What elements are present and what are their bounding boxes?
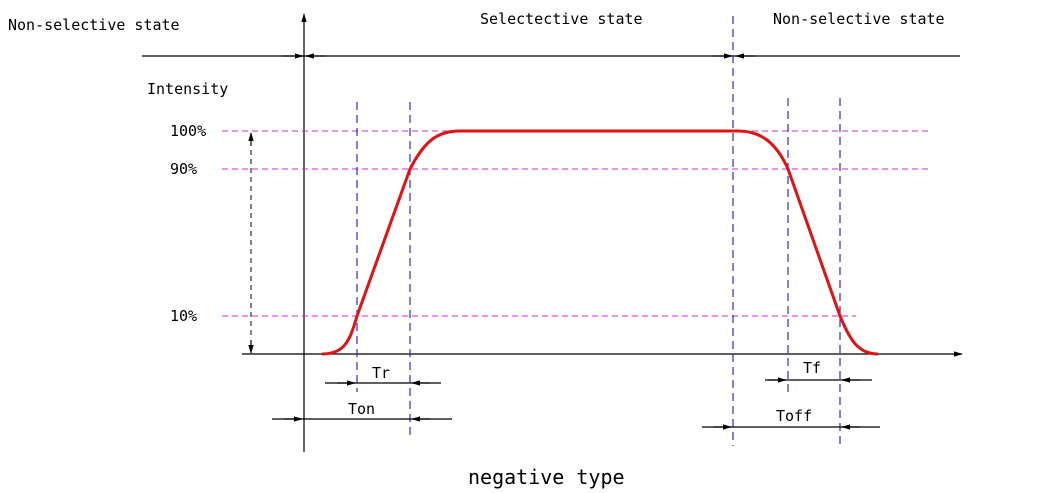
intensity-curve	[321, 129, 879, 356]
toff-label: Toff	[776, 407, 812, 425]
tf-label: Tf	[803, 359, 821, 377]
state-label-right: Non-selective state	[773, 10, 945, 28]
y-axis-label: Intensity	[147, 80, 228, 98]
level-label-100: 100%	[170, 122, 206, 140]
diagram-caption: negative type	[468, 465, 625, 489]
level-label-10: 10%	[170, 307, 197, 325]
level-label-90: 90%	[170, 160, 197, 178]
state-label-middle: Selectective state	[480, 10, 643, 28]
ton-label: Ton	[348, 400, 375, 418]
state-label-left: Non-selective state	[8, 16, 180, 34]
tr-label: Tr	[372, 364, 390, 382]
